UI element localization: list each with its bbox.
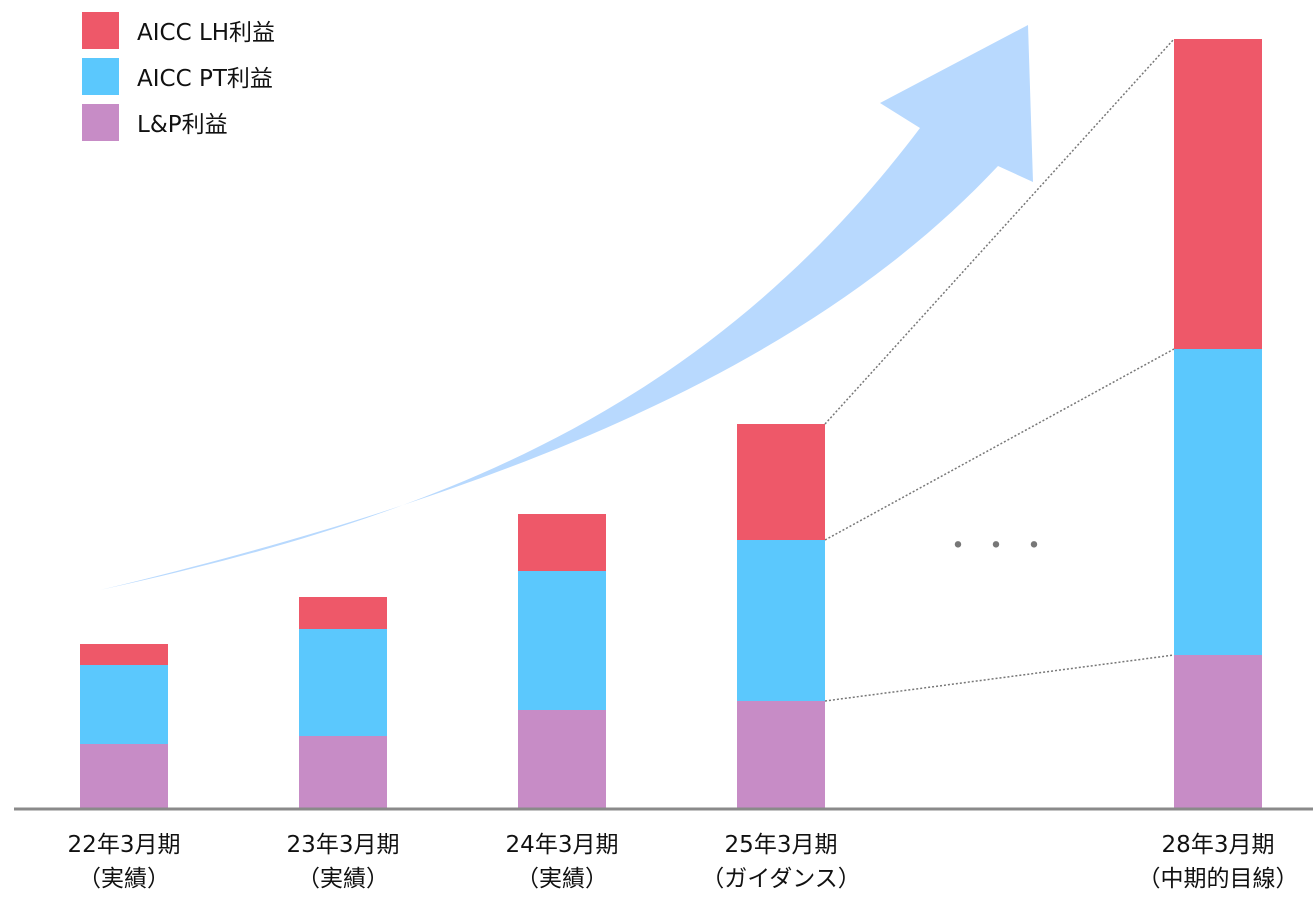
bar-segment-pt-2	[518, 571, 606, 710]
bar-segment-pt-3	[737, 540, 825, 701]
x-tick-sublabel: （ガイダンス）	[701, 866, 861, 892]
legend-label: L&P利益	[137, 112, 228, 138]
legend: AICC LH利益 AICC PT利益 L&P利益	[82, 12, 275, 141]
bar-segment-lp-2	[518, 710, 606, 809]
connector-line	[824, 654, 1175, 702]
legend-label: AICC PT利益	[137, 66, 273, 92]
x-tick-sublabel: （実績）	[78, 866, 170, 892]
connector-line	[824, 348, 1175, 541]
connector-lines	[824, 38, 1175, 702]
bar-segment-lh-0	[80, 644, 168, 665]
legend-swatch	[82, 12, 119, 49]
legend-swatch	[82, 104, 119, 141]
x-tick-sublabel: （実績）	[516, 866, 608, 892]
x-tick-sublabel: （実績）	[297, 866, 389, 892]
bar-segment-lp-1	[299, 736, 387, 809]
x-tick-label: 25年3月期	[725, 832, 838, 858]
ellipsis-annotation: ・・・	[943, 529, 1057, 564]
x-tick-label: 22年3月期	[68, 832, 181, 858]
bar-segment-lh-1	[299, 597, 387, 629]
bar-segment-pt-4	[1174, 349, 1262, 655]
bar-segment-lh-2	[518, 514, 606, 571]
legend-swatch	[82, 58, 119, 95]
connector-line	[824, 38, 1175, 425]
x-tick-label: 24年3月期	[506, 832, 619, 858]
growth-arrow	[100, 25, 1033, 590]
legend-label: AICC LH利益	[137, 20, 275, 46]
bar-segment-lh-3	[737, 424, 825, 540]
bar-segment-lh-4	[1174, 39, 1262, 349]
x-tick-label: 28年3月期	[1162, 832, 1275, 858]
bar-series	[80, 39, 1262, 809]
x-tick-sublabel: （中期的目線）	[1138, 866, 1299, 892]
bar-segment-lp-0	[80, 744, 168, 809]
bar-segment-pt-0	[80, 665, 168, 744]
ellipsis-text: ・・・	[943, 529, 1057, 564]
bar-segment-lp-4	[1174, 655, 1262, 809]
x-tick-label: 23年3月期	[287, 832, 400, 858]
x-tick-labels: 22年3月期 （実績） 23年3月期 （実績） 24年3月期 （実績） 25年3月期 （ガイダ…	[68, 832, 1299, 892]
bar-segment-pt-1	[299, 629, 387, 736]
bar-segment-lp-3	[737, 701, 825, 809]
